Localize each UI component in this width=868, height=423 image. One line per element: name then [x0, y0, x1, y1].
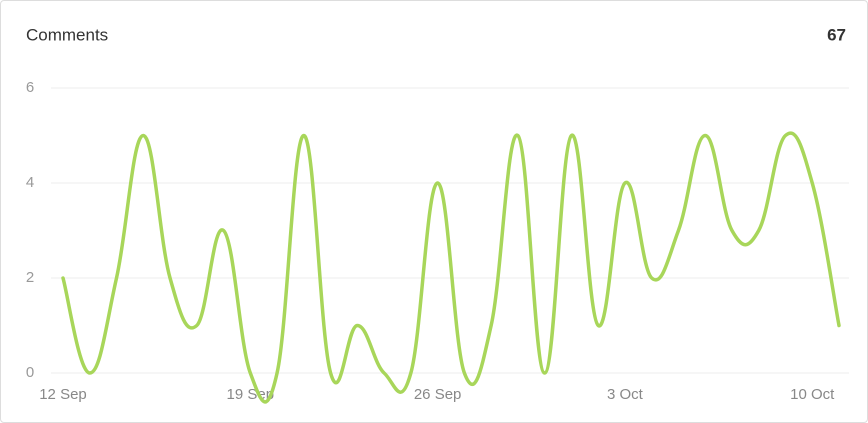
total: 67 [827, 25, 846, 44]
line [61, 131, 841, 404]
y-tick-label: 2 [26, 269, 34, 286]
chart-title: Comments [26, 25, 108, 44]
x-tick-label: 26 Sep [414, 386, 462, 403]
x-tick-label: 3 Oct [607, 386, 644, 403]
x-tick-label: 12 Sep [39, 386, 87, 403]
y-tick-label: 4 [26, 174, 34, 191]
y-tick-label: 6 [26, 79, 34, 96]
x-tick-label: 10 Oct [790, 386, 835, 403]
y-tick-label: 0 [26, 364, 34, 381]
